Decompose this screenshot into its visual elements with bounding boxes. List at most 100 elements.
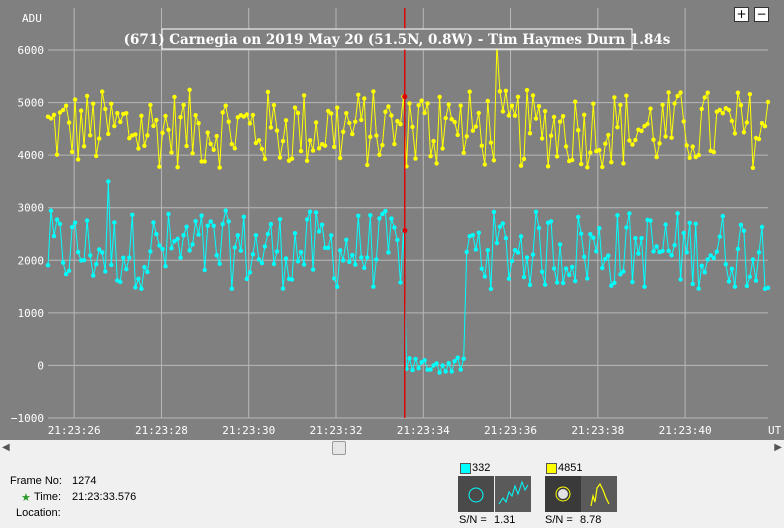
series-332-point [720, 213, 725, 219]
series-4851-point [413, 156, 418, 161]
series-4851-point [606, 132, 611, 138]
series-4851-point [509, 103, 515, 108]
series-332-point [313, 210, 319, 215]
series-4851-point [295, 110, 301, 116]
scroll-right-arrow-icon[interactable]: ▶ [774, 442, 782, 453]
series-332-point [570, 264, 575, 270]
series-4851-point [612, 95, 617, 100]
scroll-left-arrow-icon[interactable]: ◀ [2, 442, 10, 453]
series-4851-point [118, 119, 123, 125]
series-4851-point [181, 102, 186, 108]
series-4851-point [329, 111, 334, 116]
target-1-value: 332 [472, 462, 491, 474]
series-4851-point [618, 102, 623, 108]
series-4851-point [461, 150, 466, 155]
series-4851-point [103, 106, 108, 112]
series-332-point [289, 277, 295, 282]
x-tick-label: 21:23:32 [310, 424, 363, 437]
series-332-point [103, 269, 108, 274]
series-332-point [747, 274, 753, 279]
series-4851-point [750, 165, 756, 170]
series-4851-point [726, 107, 732, 113]
series-332-point [72, 220, 78, 225]
series-4851-point [666, 90, 671, 95]
y-tick-label: 4000 [18, 149, 45, 162]
series-4851-point [455, 132, 460, 138]
series-332-point [235, 233, 240, 238]
series-332-point [470, 232, 475, 238]
series-332-point [365, 255, 370, 260]
series-4851-point [175, 165, 180, 170]
series-332-point [97, 247, 102, 252]
series-332-point [479, 266, 484, 271]
series-332-point [464, 249, 469, 255]
zoom-out-button[interactable]: − [754, 7, 769, 22]
series-332-point [482, 274, 487, 279]
series-332-point [702, 270, 707, 275]
target-2-aperture-thumbnail[interactable] [545, 476, 581, 512]
series-4851-point [627, 138, 632, 143]
series-4851-point [585, 165, 590, 170]
series-332-point [280, 286, 286, 291]
series-4851-point [169, 150, 174, 155]
target-1-aperture-thumbnail[interactable] [458, 476, 494, 512]
series-332-point [184, 224, 189, 229]
target-1-lightcurve-thumbnail[interactable] [495, 476, 531, 512]
series-4851-point [127, 136, 132, 141]
target-1-sn-value: 1.31 [494, 514, 516, 526]
series-4851-point [69, 149, 75, 155]
series-4851-point [307, 138, 313, 143]
series-332-point [262, 244, 268, 249]
frame-no-label: Frame No: [10, 475, 62, 487]
series-4851-point [106, 131, 111, 137]
zoom-in-button[interactable]: + [734, 7, 749, 22]
target-2-lightcurve-thumbnail[interactable] [581, 476, 617, 512]
series-4851-point [341, 129, 346, 134]
series-332-point [416, 366, 421, 371]
series-332-point [181, 233, 186, 238]
series-332-point [533, 209, 539, 214]
series-4851-point [371, 89, 376, 94]
series-4851-point [112, 123, 117, 129]
x-tick-label: 21:23:28 [135, 424, 188, 437]
series-332-point [449, 369, 454, 374]
series-4851-point [597, 147, 602, 153]
series-4851-point [262, 156, 268, 162]
series-332-point [582, 254, 587, 259]
series-4851-point [359, 117, 364, 123]
series-332-point [669, 253, 674, 258]
series-332-point [621, 269, 626, 274]
series-332-point [473, 247, 478, 252]
series-332-point [612, 280, 617, 285]
series-4851-point [265, 89, 271, 95]
series-4851-point [720, 111, 725, 116]
series-4851-point [500, 109, 506, 114]
series-332-point [51, 233, 57, 239]
series-332-point [699, 263, 704, 268]
series-4851-point [386, 104, 391, 109]
series-4851-point [184, 143, 189, 149]
series-4851-point [582, 112, 587, 118]
series-4851-point [353, 119, 358, 124]
series-332-point [530, 252, 536, 257]
series-332-point [603, 256, 608, 262]
series-4851-point [633, 137, 638, 143]
series-332-point [398, 280, 403, 285]
series-4851-point [696, 152, 701, 158]
series-4851-point [356, 92, 361, 98]
series-4851-point [350, 131, 355, 137]
series-332-point [259, 260, 265, 266]
series-4851-point [657, 141, 662, 146]
series-4851-point [576, 128, 581, 133]
series-332-point [121, 255, 126, 260]
scroll-thumb[interactable] [332, 441, 346, 455]
series-4851-point [600, 164, 605, 170]
series-332-point [600, 265, 605, 271]
series-4851-point [187, 87, 192, 93]
series-4851-point [365, 162, 370, 168]
series-4851-point [579, 161, 584, 167]
horizontal-scrollbar[interactable]: ◀ ▶ [0, 440, 784, 457]
series-4851-point [145, 133, 150, 138]
series-332-point [124, 267, 129, 272]
series-4851-point [313, 120, 319, 125]
